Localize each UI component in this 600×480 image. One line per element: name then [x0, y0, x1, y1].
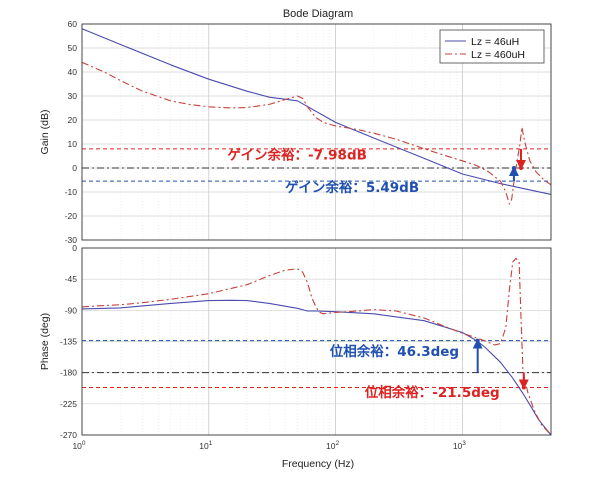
gain-y-tick-label: 10: [68, 139, 78, 149]
gain-margin-point: [519, 166, 524, 170]
gain-margin-point: [511, 166, 516, 170]
phase-y-tick-label: -90: [65, 305, 78, 315]
phase-y-axis-label: Phase (deg): [39, 313, 51, 370]
phase-y-tick-label: -270: [60, 430, 77, 440]
gain-y-axis-label: Gain (dB): [39, 110, 51, 155]
x-axis-label: Frequency (Hz): [282, 458, 354, 470]
x-tick-label: 100: [72, 440, 85, 451]
gain-y-tick-label: -20: [65, 211, 78, 221]
gain-margin-label: ゲイン余裕：-7.98dB: [227, 147, 367, 164]
gain-frame: [81, 23, 552, 241]
phase-y-tick-label: -180: [60, 368, 77, 378]
gain-y-tick-label: -10: [65, 187, 78, 197]
phase-y-tick-label: -45: [65, 274, 78, 284]
gain-margin-label: ゲイン余裕：5.49dB: [285, 179, 419, 196]
legend-label-lz460: Lz = 460uH: [471, 49, 525, 61]
phase-margin-label: 位相余裕：-21.5deg: [365, 384, 500, 401]
phase-series-lz460: [81, 257, 552, 436]
phase-margin-label: 位相余裕：46.3deg: [330, 343, 459, 360]
phase-frame: [81, 247, 552, 436]
gain-y-tick-label: 50: [68, 43, 78, 53]
phase-series-lz46: [81, 299, 552, 436]
gain-y-tick-label: 0: [72, 163, 77, 173]
phase-y-tick-label: 0: [72, 243, 77, 253]
phase-y-tick-label: -135: [60, 337, 77, 347]
phase-margin-point: [475, 338, 480, 343]
gain-y-tick-label: -30: [65, 235, 78, 245]
phase-margin-point: [521, 385, 526, 390]
x-tick-label: 103: [453, 440, 466, 451]
legend-box: [439, 29, 545, 64]
phase-panel: -270 -225 -180 -135 -90 -45 0 位相余裕：46.3deg 位相余裕：…: [39, 243, 552, 451]
gain-y-tick-label: 60: [68, 19, 78, 29]
gain-y-tick-label: 20: [68, 115, 78, 125]
gain-series-lz460: [81, 61, 552, 205]
gain-y-tick-label: 40: [68, 67, 78, 77]
x-tick-label: 101: [199, 440, 212, 451]
chart-title: Bode Diagram: [283, 8, 353, 20]
legend-label-lz46: Lz = 46uH: [471, 36, 519, 48]
x-tick-label: 102: [326, 440, 339, 451]
gain-series-lz46: [81, 28, 552, 195]
gain-y-tick-label: 30: [68, 91, 78, 101]
phase-y-tick-label: -225: [60, 399, 77, 409]
